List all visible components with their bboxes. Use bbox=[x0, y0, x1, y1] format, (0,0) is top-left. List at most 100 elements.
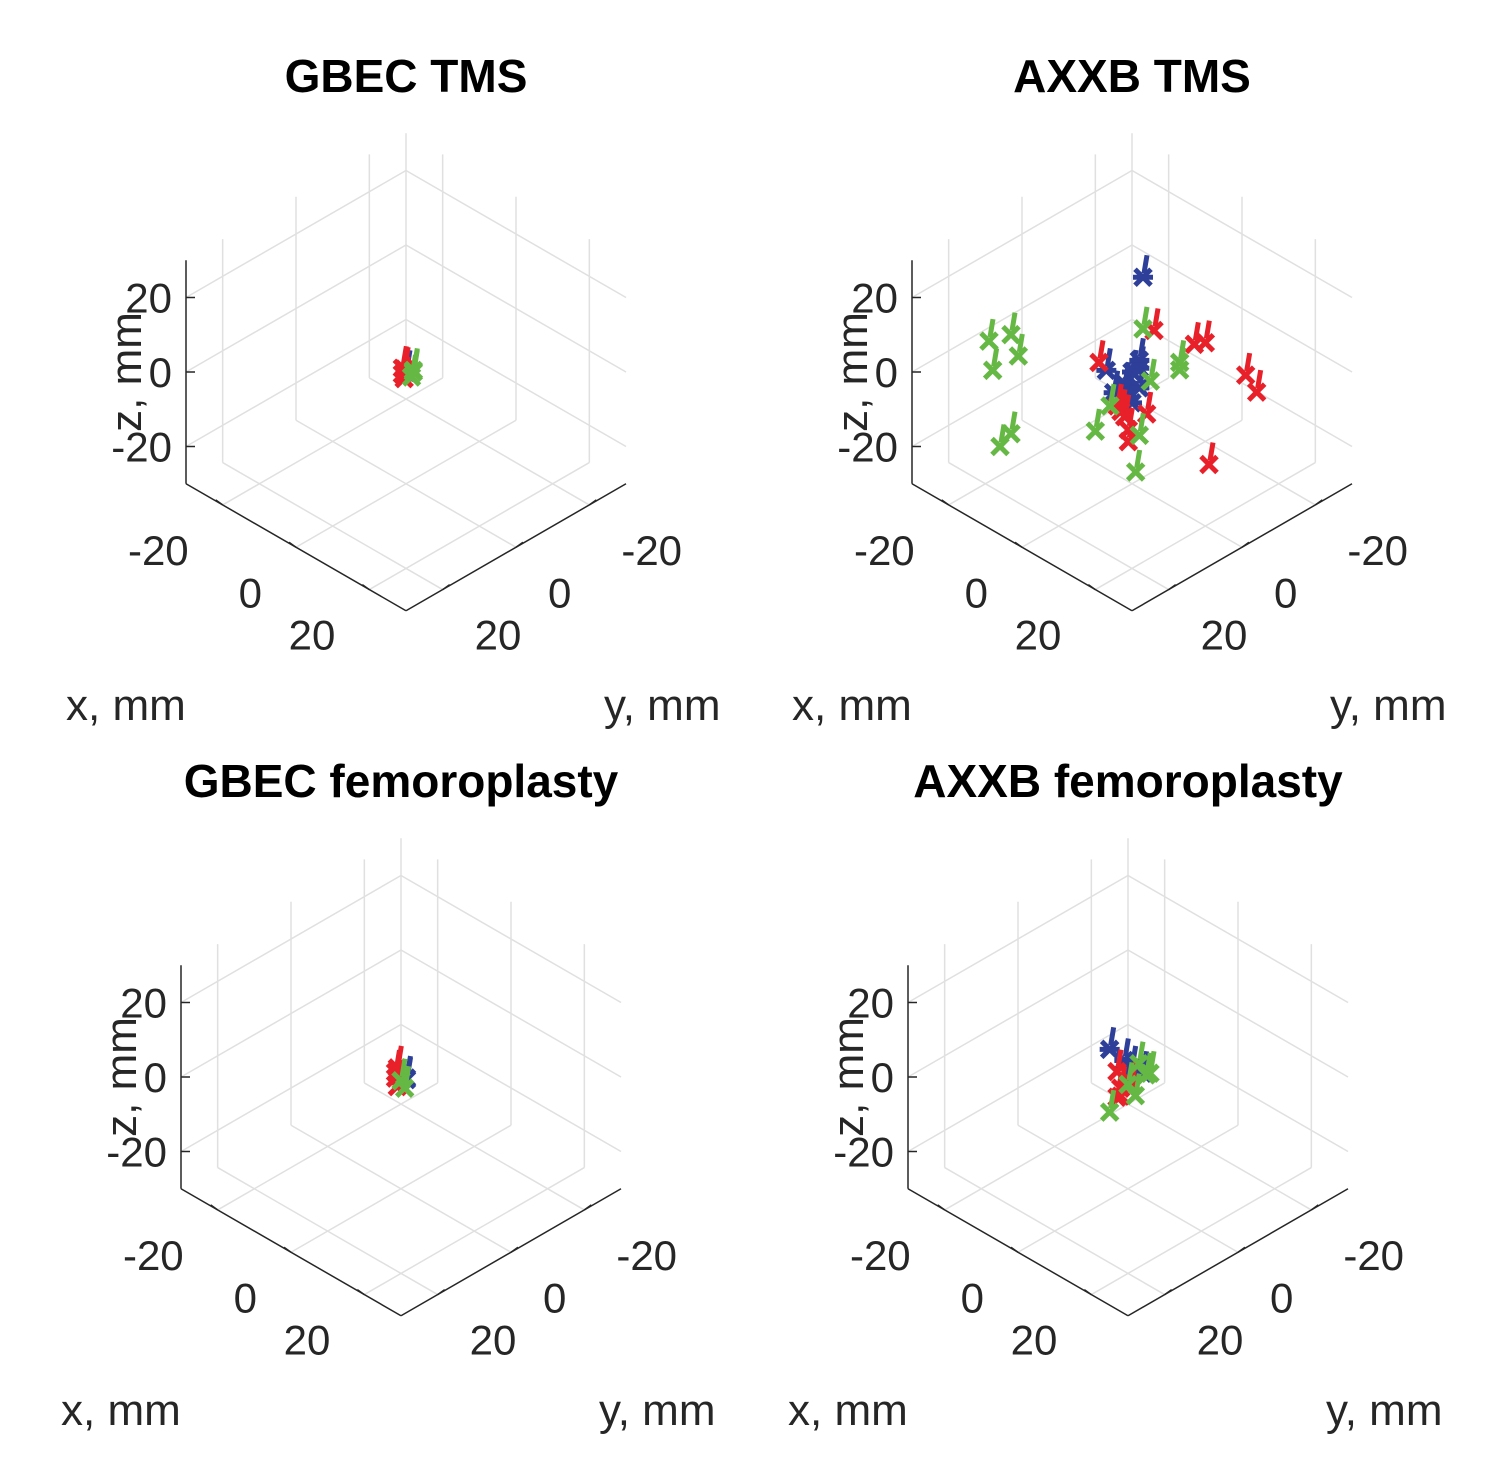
y-tick bbox=[510, 1246, 519, 1253]
data-points bbox=[979, 254, 1267, 482]
y-tick-label-pos: 20 bbox=[470, 1317, 517, 1364]
z-axis-label: z, mm bbox=[828, 312, 877, 432]
x-tick-label-pos: 20 bbox=[1011, 1317, 1058, 1364]
grid-line bbox=[1094, 461, 1316, 591]
axes bbox=[907, 965, 1349, 1317]
y-tick-label-zero: 0 bbox=[548, 569, 571, 616]
x-tick bbox=[356, 1288, 365, 1296]
x-tick-label-zero: 0 bbox=[965, 569, 988, 616]
chart-title: GBEC TMS bbox=[285, 50, 528, 102]
y-tick bbox=[1310, 1204, 1319, 1211]
data-point bbox=[1125, 1073, 1146, 1106]
y-tick bbox=[1314, 499, 1323, 506]
z-axis-label: z, mm bbox=[97, 1017, 146, 1137]
x-tick-label-zero: 0 bbox=[239, 569, 262, 616]
x-tick-label-pos: 20 bbox=[1015, 612, 1062, 659]
z-tick-label-bottom: -20 bbox=[111, 424, 172, 471]
data-point bbox=[1133, 254, 1153, 288]
data-point bbox=[1246, 369, 1267, 402]
y-tick-label-neg: -20 bbox=[1343, 1232, 1404, 1279]
panel-gbec-tms: GBEC TMS 20 0 -20 -20 0 20 -20 0 20 z, m… bbox=[66, 50, 721, 730]
x-tick bbox=[1010, 1246, 1019, 1253]
y-tick-label-pos: 20 bbox=[1197, 1317, 1244, 1364]
x-axis-label: x, mm bbox=[66, 681, 186, 730]
data-point bbox=[982, 347, 1003, 381]
x-tick-label-neg: -20 bbox=[854, 527, 915, 574]
y-tick bbox=[1237, 1246, 1246, 1253]
x-tick bbox=[937, 1204, 946, 1211]
grid-lines bbox=[911, 133, 1353, 591]
x-tick-label-neg: -20 bbox=[128, 527, 189, 574]
z-axis-label: z, mm bbox=[824, 1017, 873, 1137]
y-tick-label-pos: 20 bbox=[475, 612, 522, 659]
x-tick bbox=[1083, 1288, 1092, 1296]
data-point bbox=[979, 318, 999, 351]
data-point bbox=[1089, 340, 1109, 373]
x-tick bbox=[288, 541, 297, 548]
chart-title: GBEC femoroplasty bbox=[184, 755, 619, 807]
axes bbox=[185, 260, 627, 612]
y-tick bbox=[1164, 1288, 1173, 1296]
chart-title: AXXB TMS bbox=[1013, 50, 1251, 102]
y-tick-label-zero: 0 bbox=[543, 1274, 566, 1321]
x-tick bbox=[1087, 583, 1096, 591]
x-tick-label-zero: 0 bbox=[234, 1274, 257, 1321]
x-tick-label-neg: -20 bbox=[123, 1232, 184, 1279]
data-point bbox=[1169, 347, 1190, 380]
data-points bbox=[385, 1045, 417, 1098]
y-axis-label: y, mm bbox=[604, 681, 721, 730]
y-tick-label-neg: -20 bbox=[621, 527, 682, 574]
x-tick-label-pos: 20 bbox=[284, 1317, 331, 1364]
y-tick bbox=[1168, 583, 1177, 591]
data-point bbox=[1008, 333, 1029, 366]
z-tick-label-bottom: -20 bbox=[106, 1129, 167, 1176]
y-tick bbox=[583, 1204, 592, 1211]
x-axis-label: x, mm bbox=[792, 681, 912, 730]
data-point bbox=[1195, 320, 1216, 353]
data-point bbox=[1129, 337, 1150, 371]
data-point bbox=[1133, 306, 1153, 339]
y-tick bbox=[437, 1288, 446, 1296]
data-point bbox=[1085, 408, 1106, 441]
panel-axxb-tms: AXXB TMS 20 0 -20 -20 0 20 -20 0 20 z, m… bbox=[792, 50, 1447, 730]
data-point bbox=[1118, 1062, 1138, 1095]
y-tick bbox=[588, 499, 597, 506]
y-axis-label: y, mm bbox=[1330, 681, 1447, 730]
x-tick bbox=[210, 1204, 219, 1211]
z-tick-label-mid: 0 bbox=[871, 1054, 894, 1101]
data-point bbox=[394, 1065, 415, 1098]
grid-lines bbox=[180, 838, 622, 1296]
z-tick-label-top: 20 bbox=[125, 275, 172, 322]
x-tick bbox=[215, 499, 224, 506]
z-tick-label-mid: 0 bbox=[149, 349, 172, 396]
chart-title: AXXB femoroplasty bbox=[913, 755, 1343, 807]
y-tick bbox=[1241, 541, 1250, 548]
panel-gbec-femoroplasty: GBEC femoroplasty 20 0 -20 -20 0 20 -20 … bbox=[61, 755, 716, 1435]
x-axis-label: x, mm bbox=[788, 1386, 908, 1435]
data-points bbox=[1099, 1026, 1160, 1122]
series-series-3 bbox=[391, 1058, 415, 1098]
data-point bbox=[1140, 1050, 1160, 1084]
x-tick-label-neg: -20 bbox=[850, 1232, 911, 1279]
data-point bbox=[1125, 449, 1146, 482]
y-tick-label-neg: -20 bbox=[616, 1232, 677, 1279]
data-point bbox=[1129, 412, 1150, 446]
x-axis-label: x, mm bbox=[61, 1386, 181, 1435]
x-tick bbox=[361, 583, 370, 591]
z-tick-label-bottom: -20 bbox=[833, 1129, 894, 1176]
data-points bbox=[392, 345, 424, 389]
y-tick-label-zero: 0 bbox=[1274, 569, 1297, 616]
axes bbox=[180, 965, 622, 1317]
data-point bbox=[401, 354, 422, 387]
z-tick-label-top: 20 bbox=[120, 980, 167, 1027]
x-tick bbox=[283, 1246, 292, 1253]
data-point bbox=[1001, 411, 1021, 444]
grid-line bbox=[368, 461, 590, 591]
z-tick-label-top: 20 bbox=[851, 275, 898, 322]
x-tick-label-zero: 0 bbox=[961, 1274, 984, 1321]
data-point bbox=[1140, 358, 1161, 391]
y-tick bbox=[515, 541, 524, 548]
y-tick bbox=[442, 583, 451, 591]
data-point bbox=[1100, 383, 1120, 416]
z-tick-label-mid: 0 bbox=[144, 1054, 167, 1101]
